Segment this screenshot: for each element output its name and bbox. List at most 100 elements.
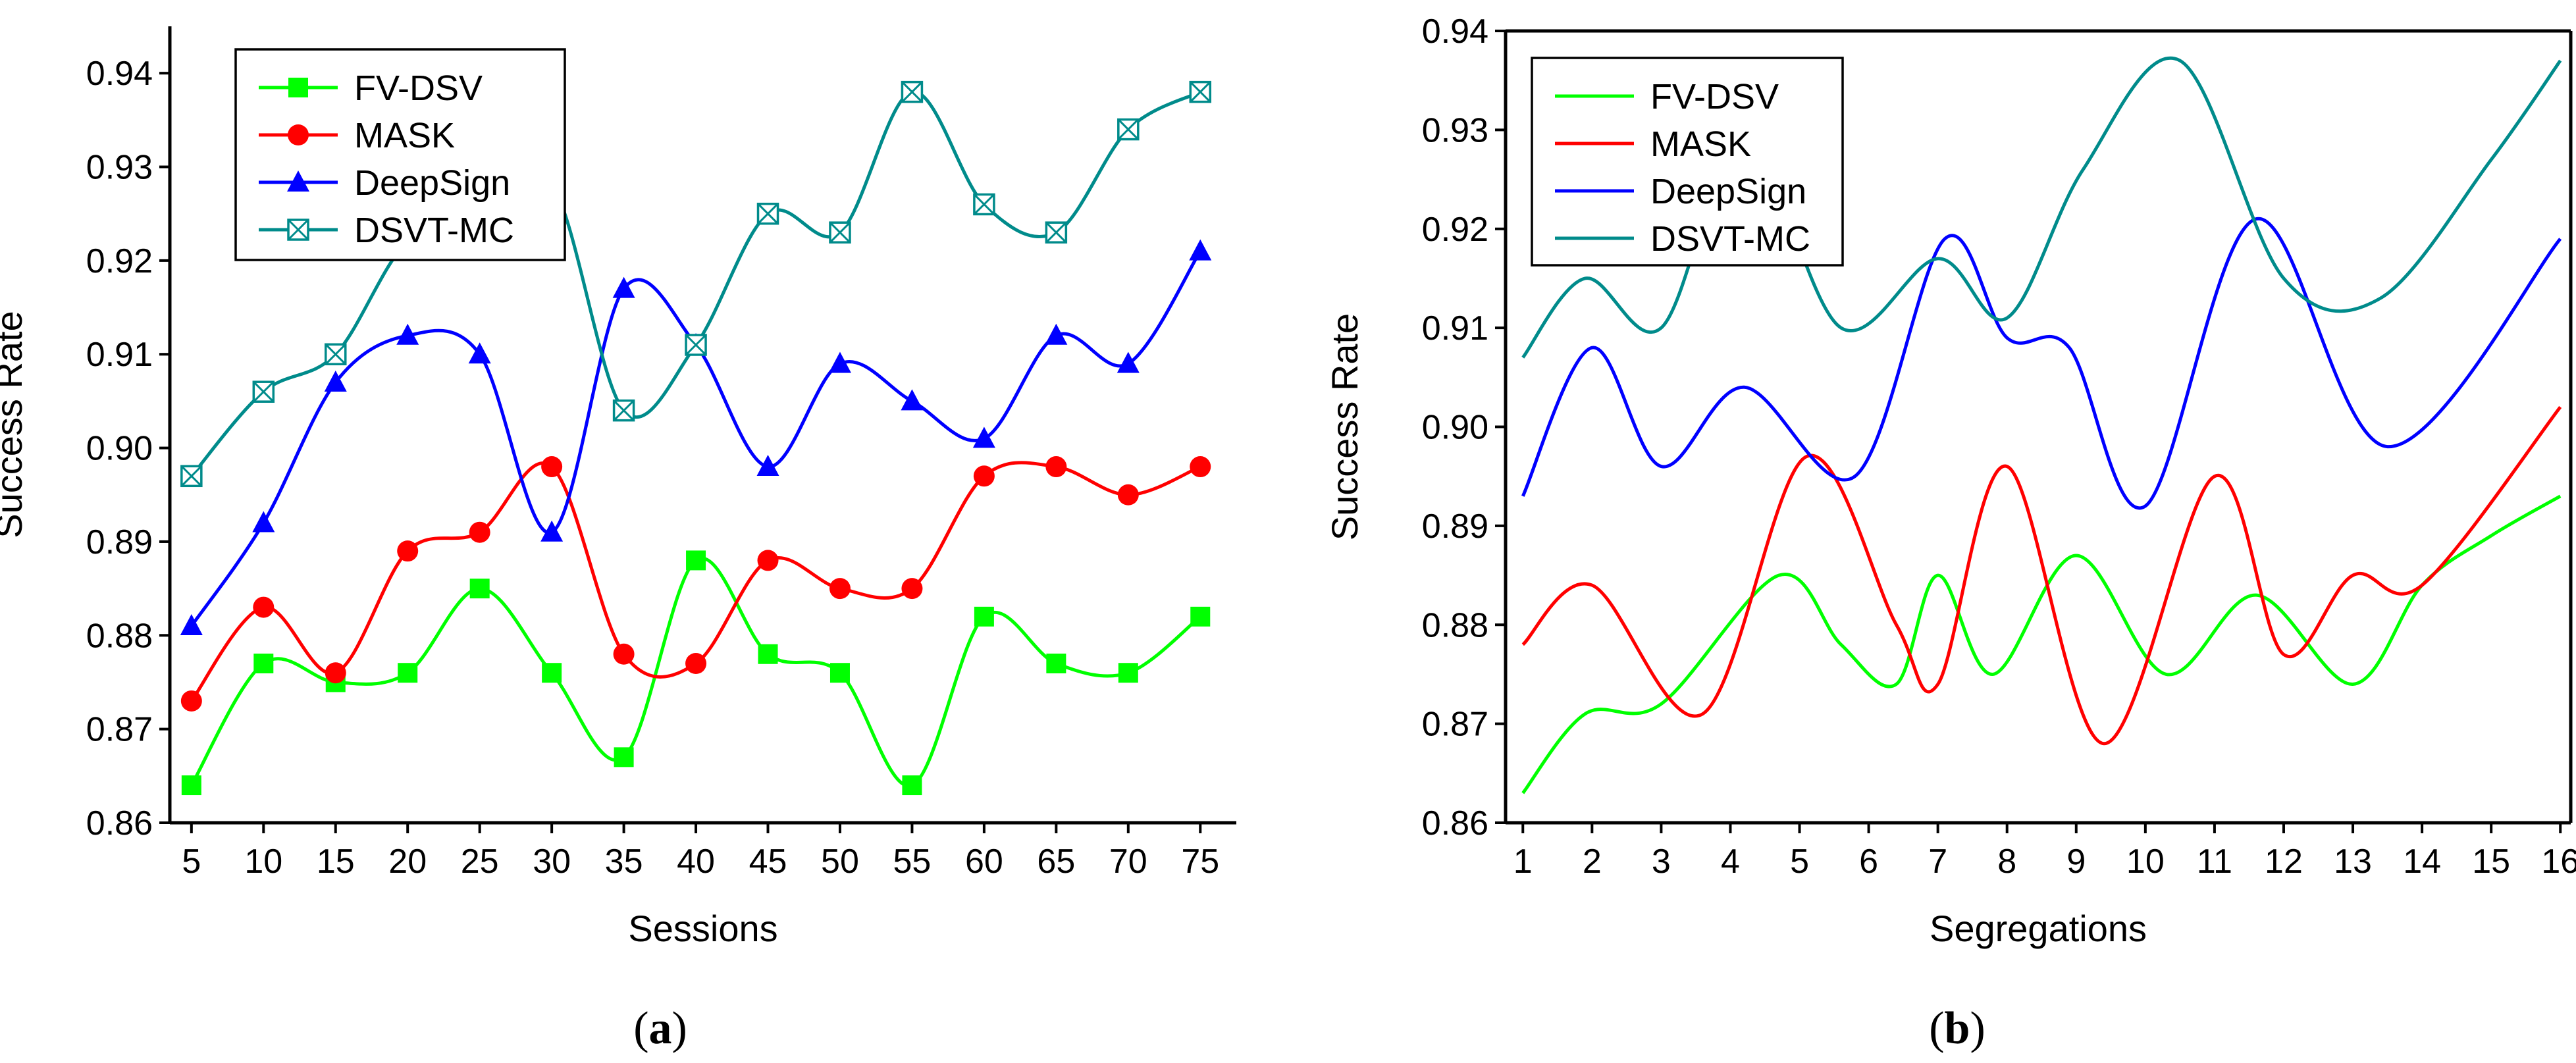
y-tick-label: 0.91: [86, 336, 153, 374]
legend-label-dsvt-mc: DSVT-MC: [1650, 219, 1810, 259]
data-point: [973, 193, 995, 216]
data-point: [1045, 456, 1067, 478]
panel-a-label-letter: a: [649, 1003, 672, 1054]
y-tick-label: 0.90: [1422, 409, 1488, 447]
data-point: [614, 747, 634, 767]
legend-marker-mask: [288, 124, 309, 145]
data-point: [686, 550, 706, 571]
x-tick-label: 13: [2334, 843, 2372, 881]
x-tick-label: 11: [2197, 843, 2232, 881]
data-point: [1046, 654, 1066, 673]
data-point: [1118, 663, 1138, 683]
legend-item-fv-dsv: FV-DSV: [1555, 77, 1779, 117]
data-point: [1045, 221, 1068, 244]
x-tick-label: 10: [244, 843, 282, 881]
data-point: [180, 690, 202, 712]
x-tick-label: 12: [2265, 843, 2303, 881]
x-tick-label: 5: [182, 843, 201, 881]
series-deepsign: [1521, 217, 2562, 510]
legend-box: [1531, 57, 1844, 267]
x-tick-label: 4: [1721, 843, 1740, 881]
data-point: [758, 644, 778, 664]
y-tick-label: 0.89: [86, 523, 153, 561]
x-axis-label: Segregations: [1930, 908, 2147, 949]
data-point: [469, 521, 490, 543]
data-point: [972, 427, 995, 448]
x-tick-label: 75: [1181, 843, 1219, 881]
y-tick-label: 0.87: [86, 711, 153, 749]
x-tick-label: 20: [388, 843, 427, 881]
x-tick-label: 45: [749, 843, 787, 881]
data-point: [1189, 80, 1212, 103]
y-tick-label: 0.89: [1422, 507, 1488, 546]
data-point: [685, 334, 707, 356]
data-point: [902, 775, 922, 796]
data-point: [1045, 323, 1068, 345]
panel-a-chart: 0.86 0.87 0.88 0.89 0.90 0.91 0.92 0.93 0.94 5 10 1…: [0, 26, 1236, 949]
data-point: [756, 202, 779, 225]
data-point: [253, 596, 275, 618]
data-point: [829, 221, 851, 244]
y-tick-label: 0.88: [1422, 606, 1488, 644]
x-tick-label: 35: [605, 843, 643, 881]
data-point: [612, 276, 635, 298]
data-point: [1117, 484, 1139, 506]
data-point: [1117, 118, 1140, 141]
data-point: [540, 520, 564, 542]
panel-b-chart: 0.860.870.880.890.900.910.920.930.941 2 3 4…: [1324, 13, 2576, 949]
data-point: [757, 550, 779, 571]
data-point: [973, 465, 995, 487]
series-line-fv-dsv: [1521, 494, 2562, 794]
x-axis-label: Sessions: [628, 908, 777, 949]
data-point: [180, 614, 203, 636]
panel-b-label-letter: b: [1945, 1003, 1970, 1054]
series-line-mask: [1521, 405, 2562, 746]
y-tick-label: 0.91: [1422, 309, 1488, 348]
x-tick-label: 2: [1583, 843, 1602, 881]
data-point: [901, 389, 924, 411]
series-dsvt-mc: [1521, 56, 2562, 359]
x-tick-label: 14: [2403, 843, 2441, 881]
panel-b-label: (b): [1929, 1003, 1985, 1054]
data-point: [396, 323, 419, 345]
y-tick-label: 0.86: [1422, 804, 1488, 843]
x-tick-label: 3: [1652, 843, 1671, 881]
data-point: [828, 351, 851, 373]
x-tick-label: 40: [677, 843, 715, 881]
legend-label-dsvt-mc: DSVT-MC: [354, 211, 514, 250]
data-point: [1190, 456, 1211, 478]
series-mask: [180, 456, 1211, 712]
series-line-deepsign: [190, 250, 1202, 627]
x-tick-label: 9: [2066, 843, 2086, 881]
data-point: [253, 654, 274, 673]
data-point: [901, 80, 924, 103]
data-point: [541, 456, 563, 478]
y-tick-label: 0.88: [86, 617, 153, 655]
legend-label-fv-dsv: FV-DSV: [1650, 77, 1779, 117]
data-point: [756, 455, 779, 477]
data-point: [613, 643, 635, 665]
series-deepsign: [180, 239, 1212, 636]
legend-item-deepsign: DeepSign: [259, 163, 510, 203]
legend-marker-dsvt-mc: [287, 219, 309, 241]
x-tick-label: 5: [1790, 843, 1809, 881]
legend-label-deepsign: DeepSign: [1650, 172, 1806, 211]
legend-label-fv-dsv: FV-DSV: [354, 68, 483, 108]
x-tick-label: 65: [1037, 843, 1075, 881]
data-point: [612, 399, 635, 422]
series-fv-dsv: [1521, 494, 2562, 794]
legend-item-mask: MASK: [259, 116, 455, 155]
y-tick-label: 0.94: [86, 55, 153, 93]
x-tick-label: 70: [1109, 843, 1147, 881]
legend-marker-fv-dsv: [288, 78, 308, 97]
legend: FV-DSV MASK DeepSign DSVT-MC: [1531, 57, 1844, 267]
data-point: [397, 540, 419, 562]
data-point: [1189, 239, 1212, 261]
y-tick-label: 0.90: [86, 430, 153, 468]
data-point: [901, 578, 923, 600]
x-tick-label: 1: [1513, 843, 1533, 881]
x-tick-label: 55: [893, 843, 932, 881]
legend-item-deepsign: DeepSign: [1555, 172, 1806, 211]
y-tick-label: 0.92: [86, 242, 153, 280]
